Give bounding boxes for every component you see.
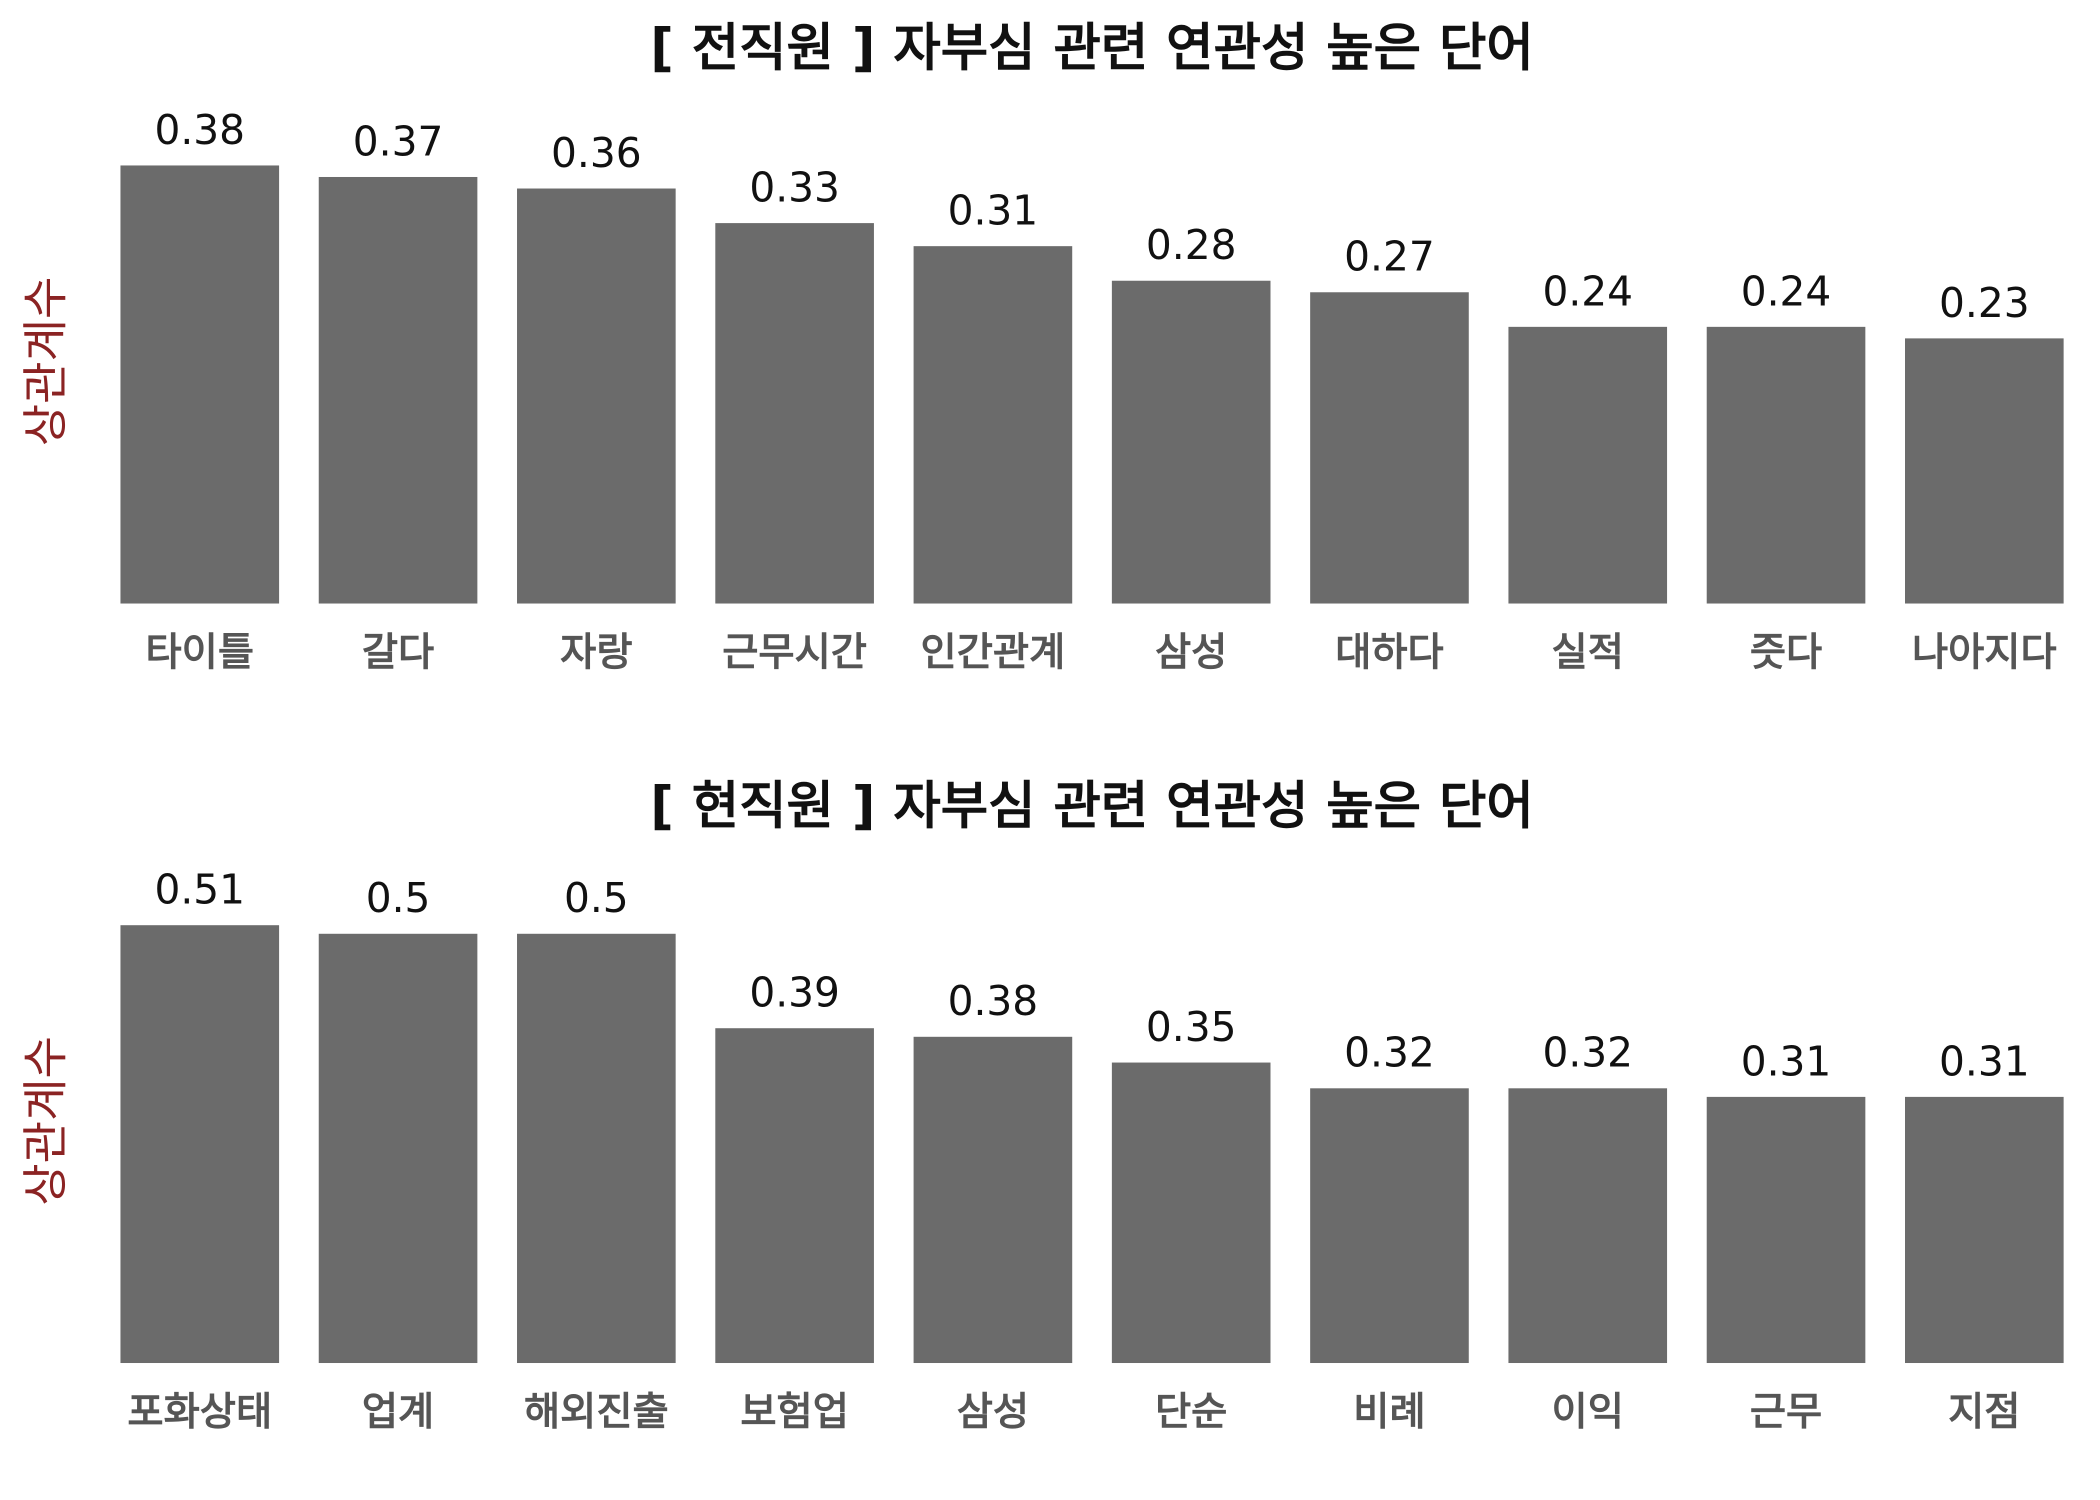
value-label: 0.39 xyxy=(749,969,840,1017)
y-axis-label: 상관계수 xyxy=(19,1036,73,1206)
x-tick-label: 삼성 xyxy=(957,1389,1029,1435)
bar xyxy=(120,165,280,604)
value-label: 0.24 xyxy=(1542,267,1633,315)
bar xyxy=(1706,1096,1866,1364)
x-tick-label: 갈다 xyxy=(362,630,434,676)
value-label: 0.38 xyxy=(154,106,245,154)
bar xyxy=(1706,326,1866,604)
bar xyxy=(1111,1062,1271,1364)
x-tick-label: 실적 xyxy=(1552,630,1624,676)
bar xyxy=(1111,280,1271,604)
x-tick-label: 지점 xyxy=(1948,1389,2020,1435)
chart-title: [ 현직원 ] 자부심 관련 연관성 높은 단어 xyxy=(650,777,1534,837)
value-label: 0.31 xyxy=(1939,1037,2030,1085)
value-label: 0.5 xyxy=(564,874,629,922)
x-tick-label: 인간관계 xyxy=(921,630,1066,676)
value-label: 0.51 xyxy=(154,866,245,914)
value-label: 0.37 xyxy=(353,117,444,165)
x-tick-label: 근무시간 xyxy=(722,630,867,676)
bar xyxy=(913,1036,1073,1364)
x-tick-label: 나아지다 xyxy=(1912,630,2057,676)
value-label: 0.38 xyxy=(948,977,1039,1025)
value-label: 0.5 xyxy=(366,874,431,922)
bar xyxy=(913,246,1073,604)
bar xyxy=(318,176,478,604)
x-tick-label: 자랑 xyxy=(560,630,632,676)
x-tick-label: 비례 xyxy=(1353,1389,1425,1435)
value-label: 0.28 xyxy=(1146,221,1237,269)
value-label: 0.32 xyxy=(1344,1029,1435,1077)
chart-title: [ 전직원 ] 자부심 관련 연관성 높은 단어 xyxy=(650,19,1534,79)
bar xyxy=(517,188,676,604)
bar xyxy=(120,925,280,1364)
bar xyxy=(1310,1088,1469,1364)
x-tick-label: 해외진출 xyxy=(524,1389,669,1435)
x-tick-label: 보험업 xyxy=(740,1389,849,1435)
bar xyxy=(715,1028,874,1364)
bar xyxy=(1310,292,1469,604)
value-label: 0.24 xyxy=(1741,267,1832,315)
bar xyxy=(1905,1096,2064,1364)
value-label: 0.36 xyxy=(551,129,642,177)
bar xyxy=(1508,326,1668,604)
x-tick-label: 업계 xyxy=(362,1389,434,1435)
value-label: 0.23 xyxy=(1939,279,2030,327)
value-label: 0.31 xyxy=(948,187,1039,235)
x-tick-label: 근무 xyxy=(1750,1389,1822,1435)
bar xyxy=(517,933,676,1364)
value-label: 0.35 xyxy=(1146,1003,1237,1051)
bar xyxy=(1508,1088,1668,1364)
x-tick-label: 단순 xyxy=(1155,1389,1227,1435)
bar xyxy=(318,933,478,1364)
value-label: 0.31 xyxy=(1741,1037,1832,1085)
bar xyxy=(1905,338,2064,604)
x-tick-label: 타이틀 xyxy=(146,630,255,676)
value-label: 0.32 xyxy=(1542,1029,1633,1077)
x-tick-label: 즛다 xyxy=(1750,630,1822,676)
x-tick-label: 이익 xyxy=(1552,1389,1624,1435)
bar xyxy=(715,223,874,604)
x-tick-label: 대하다 xyxy=(1335,630,1444,676)
x-tick-label: 포화상태 xyxy=(127,1389,272,1435)
value-label: 0.27 xyxy=(1344,233,1435,281)
value-label: 0.33 xyxy=(749,164,840,212)
y-axis-label: 상관계수 xyxy=(19,277,73,447)
x-tick-label: 삼성 xyxy=(1155,630,1227,676)
